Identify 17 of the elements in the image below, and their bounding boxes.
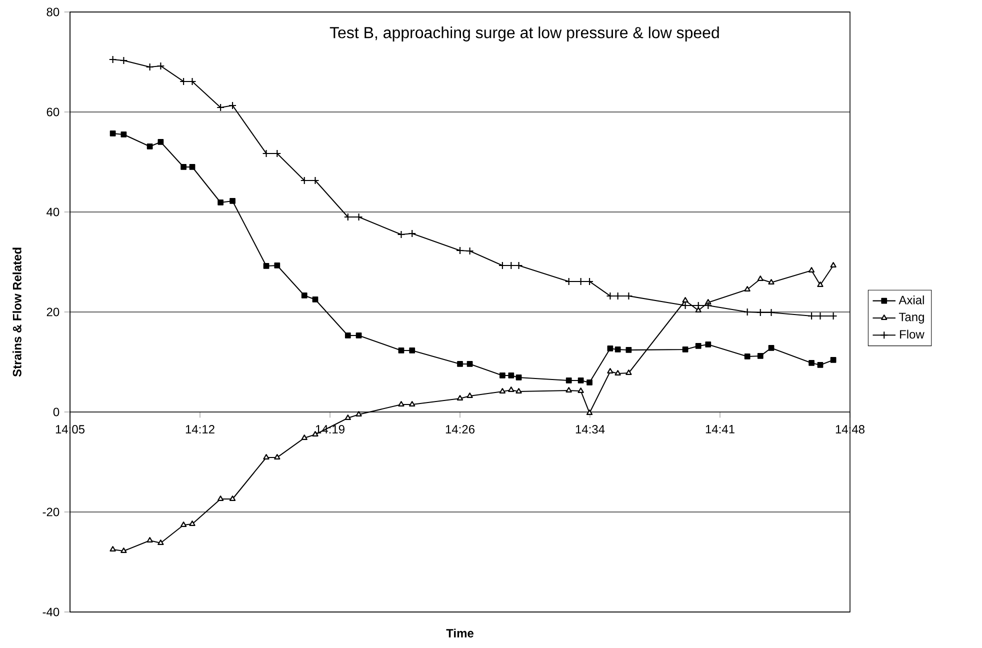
- x-tick-label: 14:41: [706, 425, 734, 434]
- y-tick-label: -20: [42, 508, 60, 516]
- y-tick-label: 20: [46, 308, 60, 316]
- y-tick-label: 0: [53, 408, 60, 416]
- legend-label: Axial: [898, 295, 924, 304]
- text: Test B, approaching surge at low pressure & low speed: [330, 26, 719, 42]
- x-tick-label: 14:12: [186, 425, 214, 434]
- x-tick-label: 14:26: [446, 425, 474, 434]
- y-tick-label: 40: [46, 208, 60, 216]
- y-tick-label: 80: [46, 8, 60, 16]
- x-tick-label: 14:34: [576, 425, 605, 434]
- y-tick-label: -40: [42, 608, 60, 616]
- legend-label: Flow: [900, 330, 924, 339]
- legend-label: Tang: [898, 312, 924, 324]
- y-axis-title: Strains & Flow Related: [12, 248, 22, 377]
- x-axis-title: Time: [446, 628, 474, 638]
- y-tick-label: 60: [46, 108, 60, 116]
